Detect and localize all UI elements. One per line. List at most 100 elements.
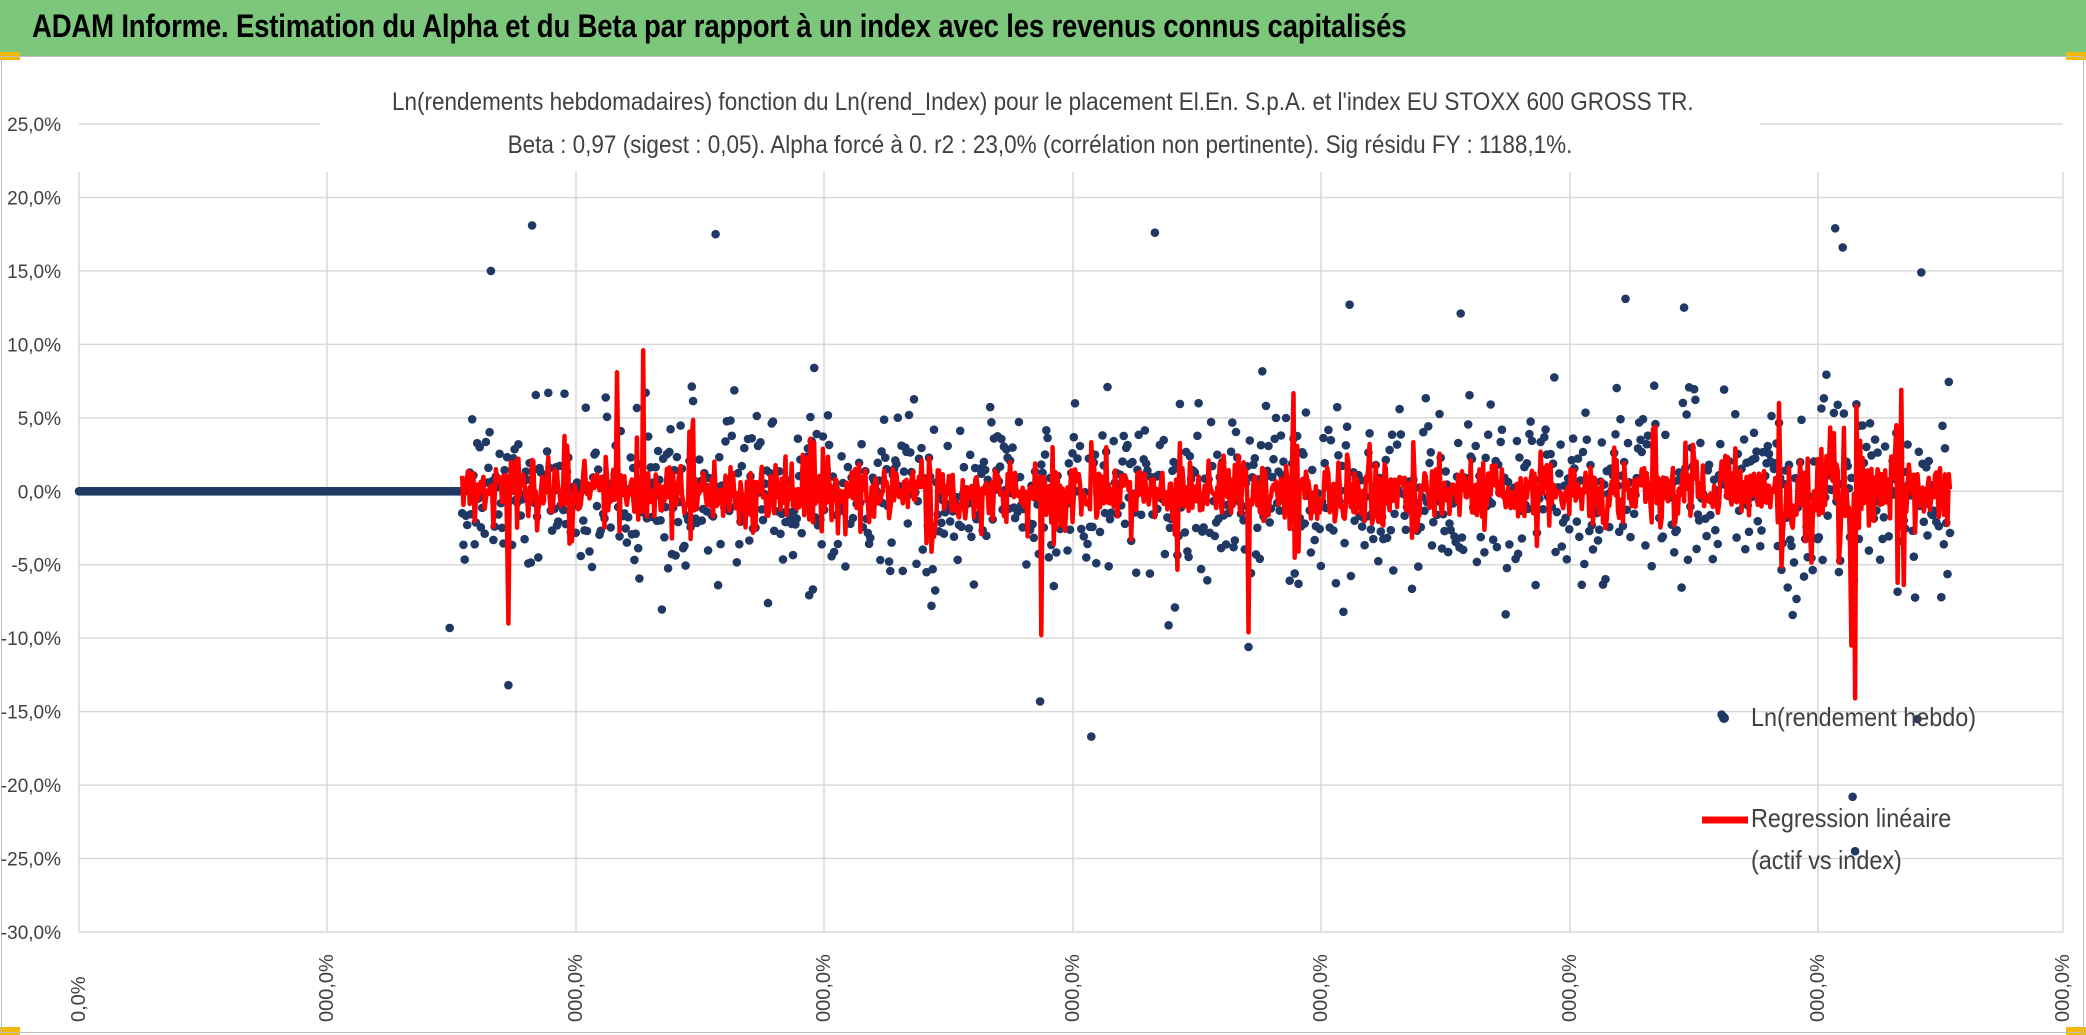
scatter-point: [877, 447, 886, 456]
scatter-point: [602, 412, 612, 422]
scatter-point: [663, 564, 673, 573]
scatter-point: [1103, 382, 1112, 392]
scatter-point: [1924, 456, 1934, 466]
scatter-point: [1678, 398, 1688, 408]
x-tick-label: 000,0%: [1310, 954, 1332, 1022]
scatter-point: [1250, 454, 1260, 463]
scatter-point: [673, 517, 683, 527]
scatter-point: [1834, 567, 1844, 577]
scatter-point: [957, 522, 966, 532]
scatter-point: [504, 680, 513, 690]
scatter-point: [1903, 440, 1912, 449]
scatter-point: [1270, 434, 1279, 444]
scatter-point: [1691, 395, 1700, 405]
scatter-point: [1326, 435, 1336, 445]
scatter-point: [1400, 511, 1409, 520]
scatter-point: [788, 550, 798, 560]
regression-series: [459, 347, 1953, 701]
scatter-point: [1814, 533, 1824, 542]
scatter-point: [671, 551, 680, 560]
legend-scatter-marker: [1719, 713, 1729, 723]
grid-lines: [78, 123, 2064, 933]
scatter-point: [1884, 532, 1894, 541]
scatter-point: [1848, 792, 1857, 802]
scatter-point: [721, 437, 730, 446]
scatter-point: [1310, 535, 1319, 545]
scatter-point: [1819, 394, 1829, 403]
scatter-point: [747, 434, 757, 443]
scatter-point: [656, 516, 665, 525]
scatter-point: [1777, 565, 1786, 575]
scatter-point: [1008, 443, 1017, 452]
scatter-point: [1792, 594, 1801, 604]
scatter-point: [631, 529, 640, 538]
scatter-point: [1862, 442, 1871, 452]
scatter-point: [1229, 542, 1238, 552]
scatter-point: [1221, 540, 1231, 549]
legend-line-label-2: (actif vs index): [1751, 845, 1902, 875]
scatter-point: [1063, 546, 1072, 555]
scatter-point: [1616, 414, 1625, 424]
scatter-point: [542, 447, 552, 456]
scatter-point: [1492, 542, 1502, 552]
scatter-point: [1502, 563, 1512, 573]
scatter-point: [1568, 434, 1578, 443]
scatter-point: [967, 532, 976, 542]
scatter-point: [969, 580, 979, 589]
scatter-point: [1480, 548, 1489, 557]
scatter-point: [1943, 569, 1952, 579]
scatter-point: [1731, 409, 1740, 419]
scatter-point: [912, 559, 921, 569]
scatter-point: [1551, 547, 1560, 557]
scatter-point: [1503, 477, 1513, 487]
scatter-point: [497, 523, 507, 533]
scatter-point: [1029, 533, 1039, 543]
scatter-point: [1420, 506, 1429, 516]
scatter-point: [1623, 438, 1633, 448]
scatter-point: [1823, 511, 1832, 520]
scatter-point: [1601, 574, 1610, 584]
scatter-point: [716, 539, 725, 549]
scatter-point: [1565, 525, 1574, 534]
scatter-point: [531, 390, 541, 400]
scatter-point: [1875, 555, 1885, 564]
scatter-point: [1940, 444, 1950, 453]
scatter-point: [592, 501, 602, 511]
scatter-point: [1145, 569, 1155, 578]
scatter-point: [672, 452, 682, 462]
scatter-point: [1749, 428, 1759, 438]
scatter-point: [1923, 531, 1932, 540]
scatter-point: [1374, 556, 1383, 566]
scatter-point: [1424, 422, 1433, 431]
scatter-point: [1847, 473, 1856, 483]
scatter-point: [1015, 472, 1025, 482]
scatter-point: [763, 598, 773, 608]
scatter-point: [1281, 413, 1291, 423]
x-tick-label: 000,0%: [1807, 954, 1829, 1022]
scatter-point: [591, 448, 600, 458]
scatter-point: [1381, 455, 1391, 465]
scatter-point: [1873, 448, 1882, 457]
scatter-point: [866, 533, 875, 543]
scatter-point: [829, 547, 839, 557]
scatter-point: [1342, 422, 1352, 432]
scatter-point: [1014, 417, 1024, 427]
scatter-point: [959, 462, 969, 472]
scatter-point: [1618, 521, 1628, 531]
scatter-point: [1481, 453, 1490, 463]
scatter-point: [1120, 519, 1130, 529]
scatter-point: [1123, 440, 1132, 450]
scatter-point: [898, 566, 908, 576]
scatter-point: [1817, 404, 1826, 413]
scatter-point: [1573, 454, 1583, 463]
scatter-point: [1637, 447, 1646, 457]
scatter-point: [1555, 469, 1564, 478]
scatter-point: [733, 468, 743, 478]
scatter-point: [1732, 533, 1741, 542]
scatter-point: [1550, 373, 1559, 382]
scatter-point: [1797, 415, 1806, 425]
scatter-point: [1088, 522, 1097, 532]
scatter-point: [1261, 401, 1271, 411]
scatter-point: [1783, 583, 1792, 592]
scatter-point: [1018, 523, 1027, 532]
